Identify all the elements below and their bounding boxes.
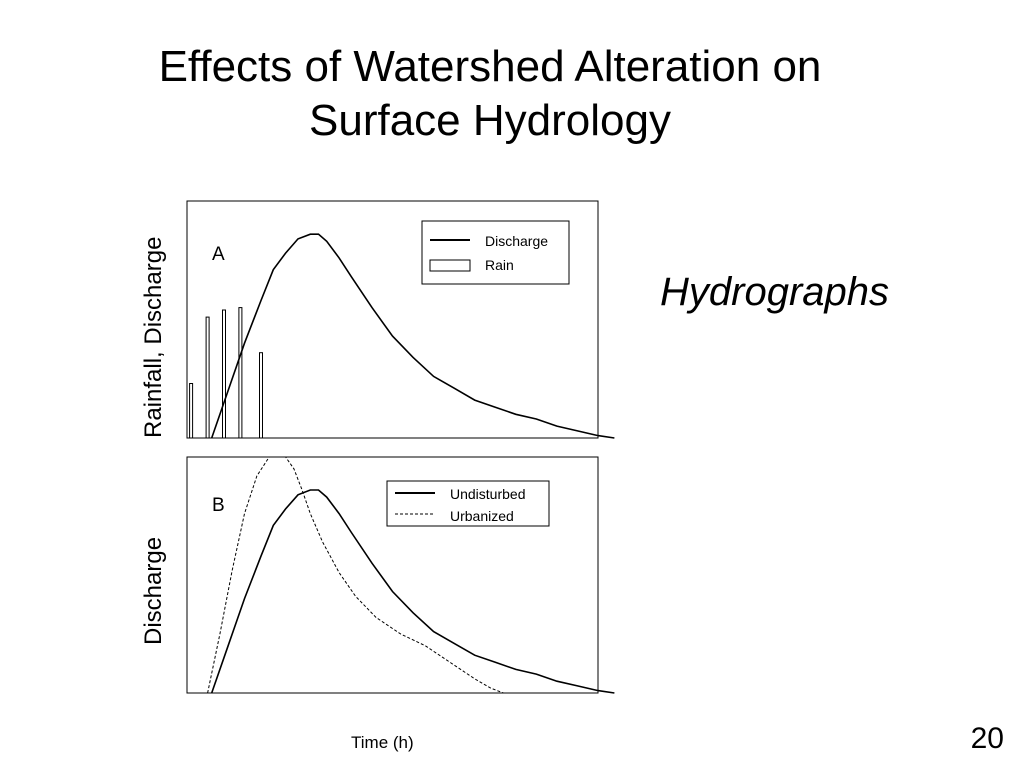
legend-rain-label: Rain	[485, 257, 514, 273]
panel-b-label: B	[212, 495, 225, 516]
rain-bar	[189, 383, 194, 439]
rain-bar	[238, 307, 243, 439]
panel-a-legend-box	[421, 220, 570, 285]
legend-discharge-label: Discharge	[485, 233, 548, 249]
panel-a-label: A	[212, 244, 225, 265]
slide-title: Effects of Watershed Alteration on Surfa…	[0, 40, 980, 148]
panel-a: A Discharge Rain	[186, 200, 615, 439]
panel-a-frame	[186, 200, 599, 439]
slide-subtitle: Hydrographs	[660, 270, 890, 314]
page-number: 20	[970, 722, 1004, 755]
panel-b-undisturbed-line	[210, 489, 615, 694]
rain-bar	[259, 352, 263, 439]
panel-a-legend: Discharge Rain	[421, 220, 570, 285]
rain-bar	[222, 309, 226, 439]
panel-a-rain-bars	[189, 307, 263, 439]
panel-a-discharge-line	[210, 233, 615, 439]
panel-b-frame	[186, 456, 599, 694]
legend-urbanized-label: Urbanized	[450, 508, 514, 524]
legend-undisturbed-label: Undisturbed	[450, 486, 526, 502]
legend-rain-swatch	[429, 259, 471, 272]
panel-b-urbanized-line	[207, 456, 504, 694]
slide-title-line-2: Surface Hydrology	[309, 96, 671, 145]
panel-b-legend: Undisturbed Urbanized	[386, 480, 550, 527]
slide-title-line-1: Effects of Watershed Alteration on	[158, 42, 822, 91]
x-axis-label: Time (h)	[351, 733, 414, 752]
panel-b: B Undisturbed Urbanized	[186, 456, 615, 694]
rain-bar	[205, 316, 210, 439]
panel-b-legend-box	[386, 480, 550, 527]
